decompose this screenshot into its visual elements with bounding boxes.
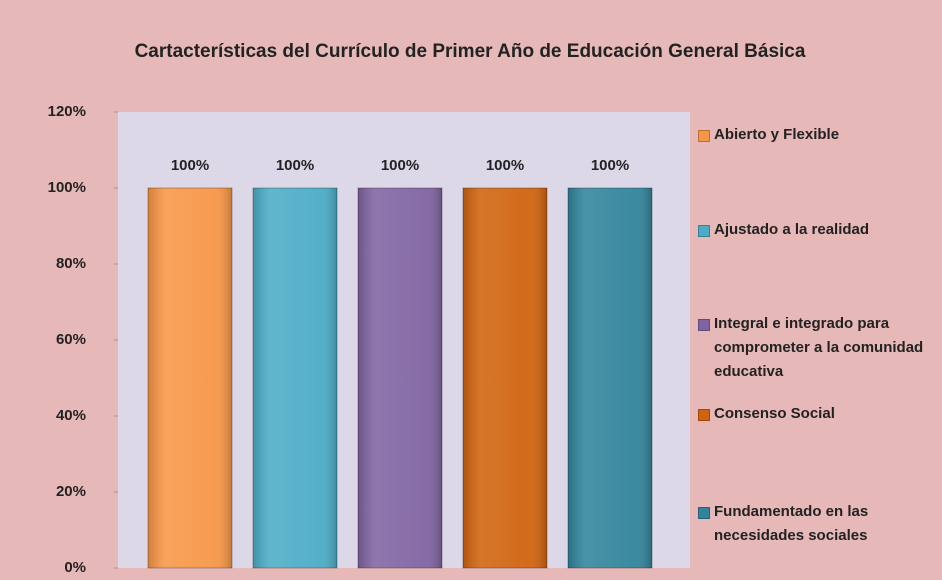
legend-entry: Consenso Social	[698, 402, 938, 426]
legend-swatch	[698, 409, 710, 421]
bar-shine	[253, 188, 337, 568]
bar-shine	[358, 188, 442, 568]
legend-label: Abierto y Flexible	[714, 126, 840, 143]
y-tick-label: 0%	[64, 559, 86, 576]
legend-label: Integral e integrado para comprometer a …	[714, 315, 924, 380]
bar-shine	[463, 188, 547, 568]
bar-shine	[148, 188, 232, 568]
y-tick-label: 80%	[56, 255, 86, 272]
data-label: 100%	[276, 157, 314, 174]
data-label: 100%	[486, 157, 524, 174]
y-tick-label: 120%	[48, 103, 86, 120]
y-tick-label: 100%	[48, 179, 86, 196]
data-label: 100%	[591, 157, 629, 174]
legend-entry: Abierto y Flexible	[698, 123, 938, 147]
legend-swatch	[698, 319, 710, 331]
data-label: 100%	[171, 157, 209, 174]
legend-label: Consenso Social	[714, 405, 835, 422]
legend-entry: Integral e integrado para comprometer a …	[698, 312, 938, 384]
legend-swatch	[698, 225, 710, 237]
y-tick-label: 20%	[56, 483, 86, 500]
y-tick-label: 60%	[56, 331, 86, 348]
legend-label: Ajustado a la realidad	[714, 221, 870, 238]
data-label: 100%	[381, 157, 419, 174]
legend-entry: Fundamentado en las necesidades sociales	[698, 500, 938, 548]
legend-label: Fundamentado en las necesidades sociales	[714, 503, 869, 544]
legend-swatch	[698, 130, 710, 142]
y-tick-label: 40%	[56, 407, 86, 424]
legend-entry: Ajustado a la realidad	[698, 218, 938, 242]
legend-swatch	[698, 507, 710, 519]
bar-shine	[568, 188, 652, 568]
chart-title: Cartacterísticas del Currículo de Primer…	[134, 41, 806, 62]
